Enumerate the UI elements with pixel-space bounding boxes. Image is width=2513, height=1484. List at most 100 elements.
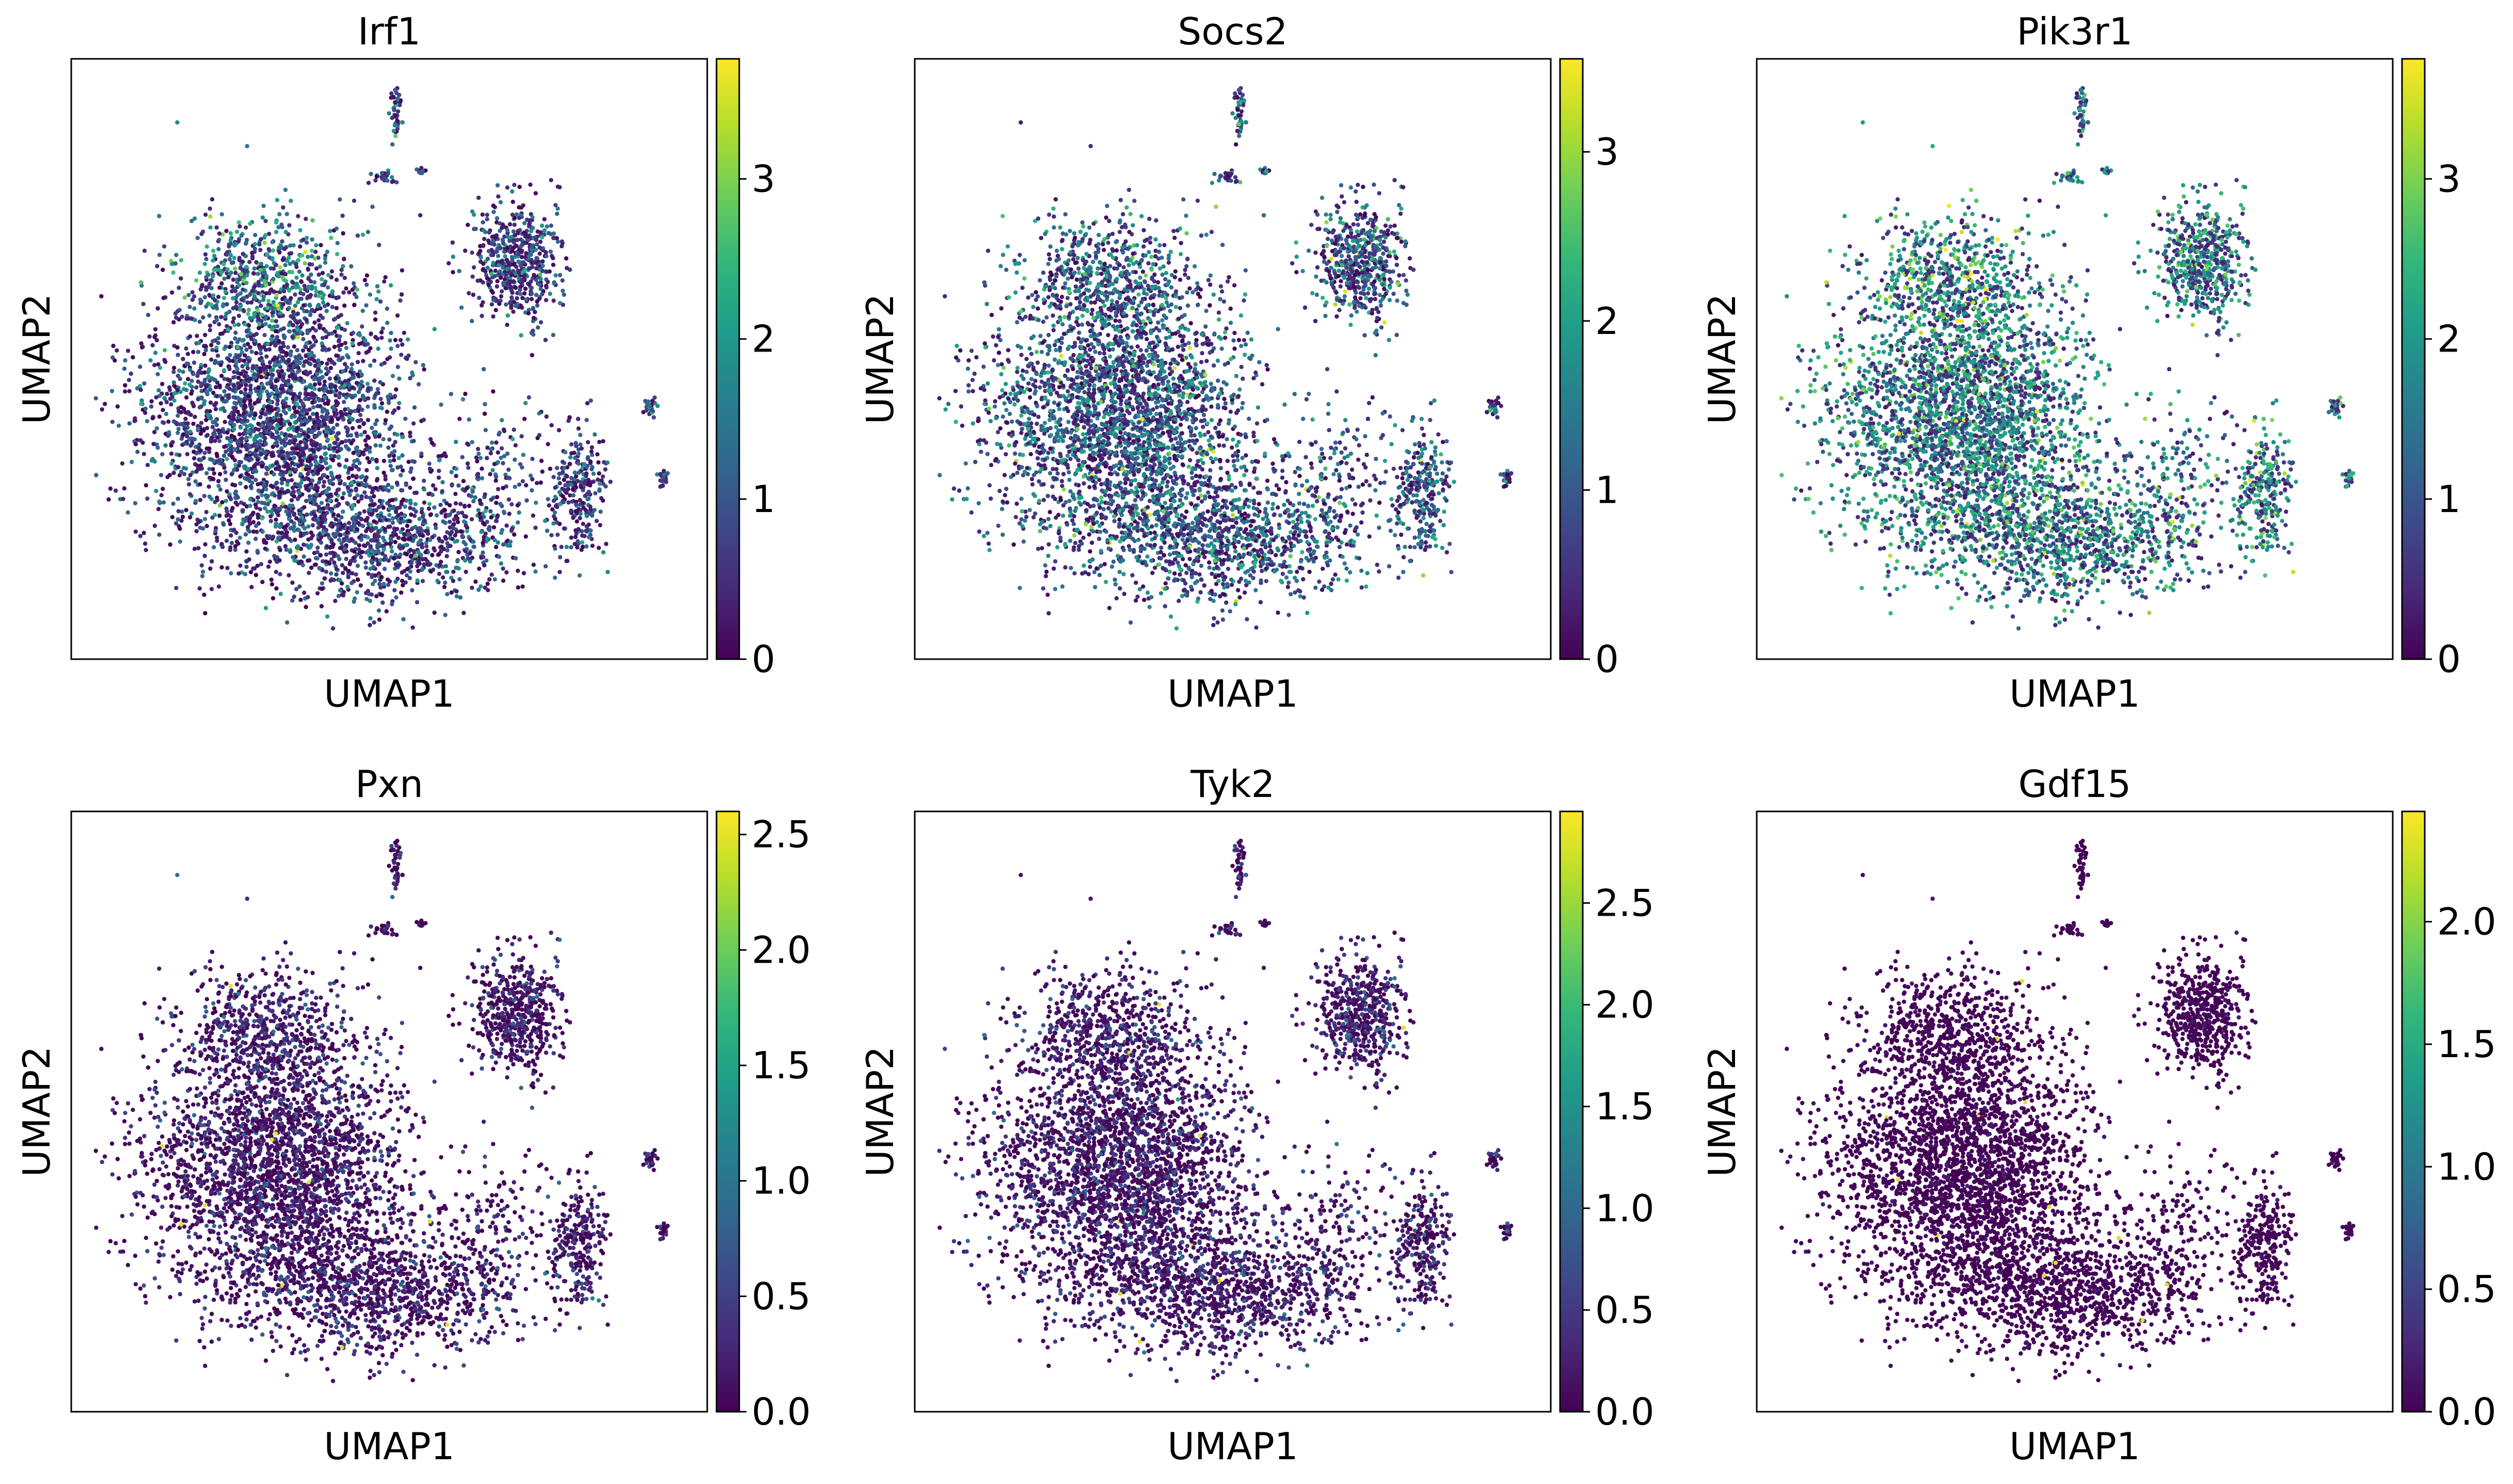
cell-point [295, 546, 300, 550]
cell-point [556, 476, 561, 481]
cell-point [199, 457, 204, 462]
cell-point [213, 403, 217, 407]
cell-point [262, 333, 267, 338]
cell-point [271, 357, 276, 362]
cell-point [553, 546, 558, 551]
cell-point [231, 296, 235, 301]
scatter-points [93, 86, 670, 631]
cell-point [395, 344, 400, 348]
cell-point [290, 334, 295, 339]
cell-point [420, 545, 424, 550]
cell-point [264, 429, 269, 434]
cell-point [291, 243, 296, 248]
cell-point [501, 223, 505, 228]
cell-point [209, 416, 213, 421]
cell-point [591, 471, 596, 476]
cell-point [187, 437, 192, 442]
cell-point [204, 523, 209, 529]
cell-point [590, 445, 594, 450]
cell-point [215, 498, 220, 502]
cell-point [320, 387, 325, 391]
cell-point [266, 564, 271, 569]
cell-point [213, 361, 217, 365]
cell-point [419, 451, 424, 456]
cell-point [171, 501, 176, 506]
cell-point [506, 497, 511, 502]
cell-point [152, 363, 157, 368]
cell-point [333, 599, 338, 603]
cell-point [278, 311, 283, 316]
cell-point [420, 579, 425, 583]
cell-point [238, 265, 243, 270]
cell-point [445, 592, 450, 597]
cell-point [290, 503, 295, 508]
cell-point [232, 423, 236, 427]
cell-point [259, 304, 263, 308]
cell-point [213, 419, 218, 423]
cell-point [248, 398, 252, 404]
cell-point [312, 382, 317, 387]
cell-point [251, 333, 257, 338]
cell-point [509, 295, 514, 300]
cell-point [344, 556, 348, 562]
cell-point [252, 469, 257, 473]
cell-point [460, 534, 465, 538]
cell-point [315, 545, 320, 550]
cell-point [504, 523, 509, 528]
cell-point [181, 466, 186, 470]
cell-point [217, 237, 221, 243]
cell-point [527, 266, 532, 271]
cell-point [216, 484, 221, 488]
cell-point [204, 244, 209, 249]
cell-point [377, 617, 382, 622]
cell-point [235, 371, 241, 375]
cell-point [385, 357, 390, 361]
cell-point [331, 458, 336, 462]
cell-point [374, 457, 379, 462]
cell-point [360, 550, 365, 554]
cell-point [372, 620, 376, 625]
cell-point [521, 571, 526, 576]
cell-point [334, 498, 339, 503]
cell-point [123, 383, 128, 388]
cell-point [519, 280, 523, 285]
cell-point [540, 263, 545, 268]
cell-point [392, 588, 397, 593]
cell-point [139, 402, 144, 406]
cell-point [400, 488, 405, 493]
cell-point [195, 235, 200, 241]
cell-point [382, 538, 387, 544]
cell-point [493, 235, 498, 240]
cell-point [226, 377, 231, 382]
cell-point [332, 407, 337, 412]
cell-point [274, 569, 278, 575]
cell-point [309, 536, 314, 540]
cell-point [322, 445, 326, 450]
cell-point [451, 254, 455, 259]
cell-point [212, 471, 216, 476]
cell-point [595, 452, 600, 457]
cell-point [425, 529, 430, 533]
cell-point [248, 345, 252, 350]
cell-point [601, 439, 606, 443]
cell-point [310, 326, 315, 331]
cell-point [165, 475, 170, 480]
cell-point [470, 250, 474, 255]
cell-point [598, 523, 602, 528]
cell-point [491, 203, 496, 208]
cell-point [335, 411, 339, 416]
cell-point [582, 534, 587, 538]
cell-point [248, 376, 253, 381]
cell-point [572, 470, 577, 475]
cell-point [292, 405, 296, 410]
cell-point [204, 418, 209, 422]
cell-point [342, 538, 346, 543]
cell-point [271, 248, 276, 253]
cell-point [368, 545, 373, 549]
cell-point [596, 460, 601, 465]
cell-point [383, 477, 388, 482]
cell-point [269, 385, 274, 390]
cell-point [287, 573, 291, 578]
cell-point [355, 590, 359, 595]
cell-point [229, 571, 233, 576]
